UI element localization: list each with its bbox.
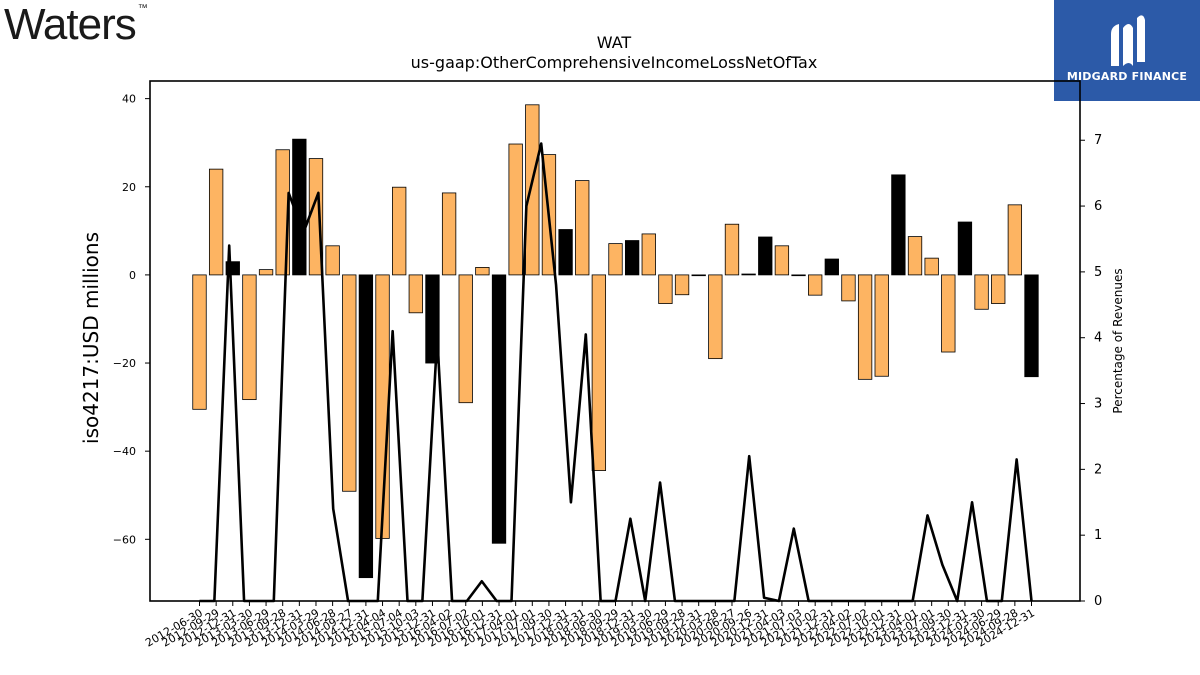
bar-2022-07-02 (857, 274, 873, 380)
bar-2013-03-30 (242, 274, 257, 401)
bar-2016-07-02 (458, 274, 473, 404)
y-tick-label-20: 20 (122, 181, 136, 194)
bar-2019-06-29 (658, 274, 673, 304)
bar-2024-09-28 (1007, 204, 1023, 276)
bar-2023-04-01 (907, 236, 923, 276)
bar-2016-10-01 (475, 267, 490, 276)
chart-title: WAT (597, 33, 632, 52)
bar-2021-12-31 (824, 258, 839, 276)
company-logo: Waters ™ (4, 0, 148, 50)
bar-2021-07-03 (791, 274, 806, 277)
bars-group (192, 104, 1039, 579)
y2-tick-label-7: 7 (1094, 133, 1102, 148)
bar-2016-12-31 (491, 274, 507, 544)
percentage-line (199, 142, 1033, 603)
bar-2020-12-31 (758, 236, 773, 276)
bar-2014-09-27 (342, 274, 357, 492)
bar-2016-04-02 (441, 192, 457, 276)
y-tick-label--40: −40 (113, 445, 136, 458)
bar-2017-12-31 (558, 229, 573, 276)
bar-2021-04-03 (774, 245, 790, 276)
bar-2023-07-01 (924, 257, 939, 276)
bar-2024-03-30 (974, 274, 989, 310)
bar-2015-10-03 (408, 274, 423, 314)
bar-2014-06-28 (325, 245, 340, 276)
chart-subtitle: us-gaap:OtherComprehensiveIncomeLossNetO… (411, 53, 818, 72)
y2-tick-label-4: 4 (1094, 331, 1102, 346)
brand-name: MIDGARD FINANCE (1066, 70, 1188, 83)
y-tick-label--60: −60 (113, 533, 136, 546)
y-axis-label-right: Percentage of Revenues (1111, 268, 1125, 413)
bar-2018-12-31 (624, 240, 640, 276)
y2-tick-label-6: 6 (1094, 199, 1102, 214)
bar-2017-07-01 (525, 104, 540, 276)
bar-2020-03-28 (708, 274, 723, 360)
bar-2018-06-30 (591, 274, 607, 471)
axes-group: −60−40−2002040012345672012-06-302012-09-… (113, 80, 1102, 650)
trademark-mark: ™ (137, 3, 148, 14)
y2-tick-label-0: 0 (1094, 594, 1102, 609)
bar-2019-03-30 (641, 233, 656, 276)
y2-tick-label-2: 2 (1094, 462, 1102, 477)
bar-2012-06-30 (192, 274, 207, 410)
bar-2020-09-26 (741, 273, 756, 276)
bar-2012-09-29 (208, 168, 224, 276)
bar-2024-06-29 (991, 274, 1006, 304)
bar-2022-04-02 (841, 274, 856, 302)
bar-2015-07-04 (392, 186, 407, 276)
bar-2024-12-31 (1024, 274, 1039, 378)
y-tick-label-0: 0 (129, 269, 136, 282)
y2-tick-label-3: 3 (1094, 397, 1102, 412)
brand-logo: MIDGARD FINANCE (1054, 0, 1200, 101)
y2-tick-label-5: 5 (1094, 265, 1102, 280)
bar-2017-04-01 (508, 143, 523, 276)
y2-tick-label-1: 1 (1094, 528, 1102, 543)
bar-2020-06-27 (724, 223, 740, 276)
bar-2013-06-29 (258, 269, 274, 276)
bar-2014-12-31 (358, 274, 374, 579)
y-axis-label: iso4217:USD millions (79, 232, 103, 444)
bar-2021-10-02 (808, 274, 823, 296)
y-tick-label-40: 40 (122, 93, 136, 106)
line-group (199, 142, 1033, 603)
company-logo-text: Waters (4, 0, 137, 49)
bar-2019-09-28 (674, 274, 690, 296)
bar-2022-12-31 (891, 174, 906, 276)
bar-2019-12-31 (691, 274, 706, 277)
bar-2023-12-31 (957, 221, 973, 276)
bar-2023-09-30 (941, 274, 956, 353)
bar-2022-10-01 (874, 274, 889, 377)
bar-2018-03-31 (575, 180, 590, 276)
brand-mark-icon (1111, 15, 1145, 66)
bar-2018-09-29 (608, 243, 623, 276)
y-tick-label--20: −20 (113, 357, 136, 370)
